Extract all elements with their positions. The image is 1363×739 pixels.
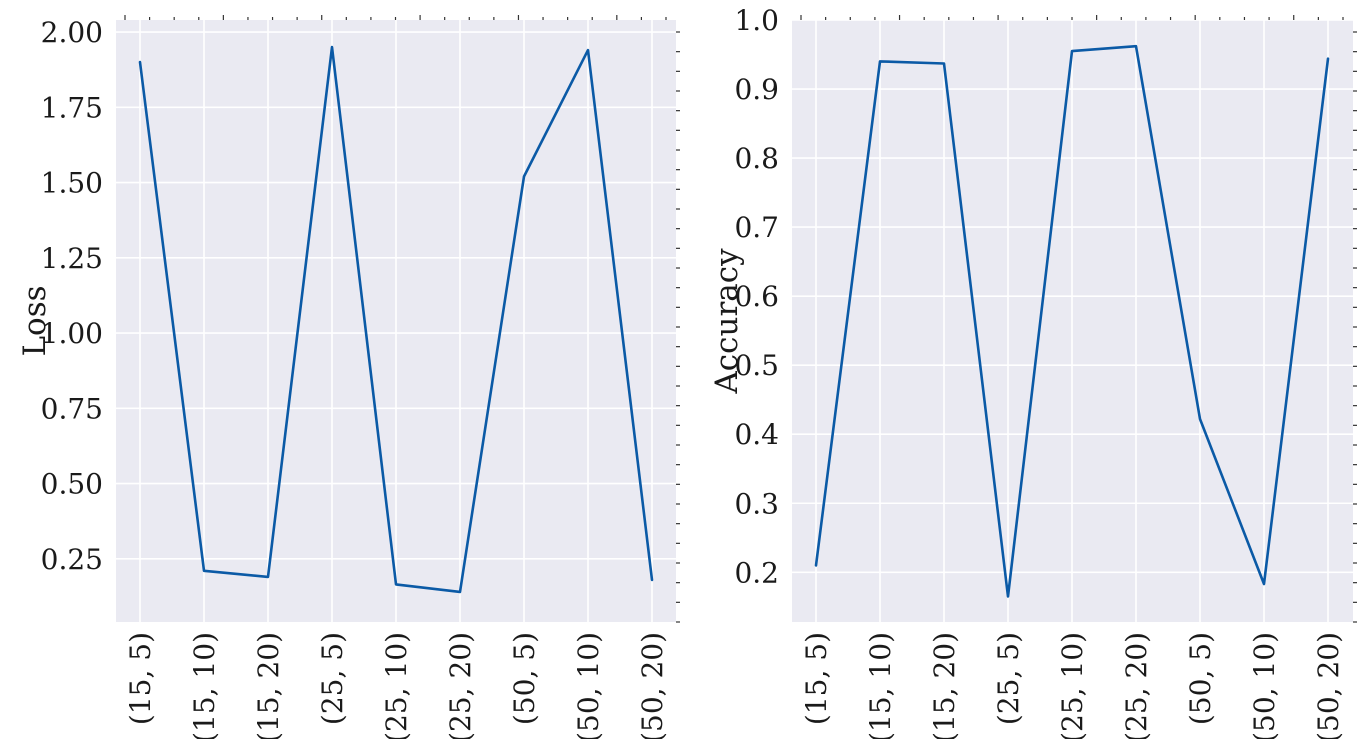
y-tick-label: 0.25 xyxy=(41,543,103,576)
y-axis-label: Loss xyxy=(17,285,53,356)
y-tick-label: 0.5 xyxy=(734,349,779,382)
y-tick-label: 0.6 xyxy=(734,280,779,313)
y-tick-label: 1.25 xyxy=(41,242,103,275)
x-tick-label: (15, 5) xyxy=(124,632,157,725)
x-tick-label: (25, 20) xyxy=(1120,632,1153,739)
y-tick-label: 0.50 xyxy=(41,468,103,501)
x-tick-label: (25, 5) xyxy=(316,632,349,725)
y-axis-label: Accuracy xyxy=(709,248,745,395)
y-tick-label: 2.00 xyxy=(41,16,103,49)
y-tick-label: 0.75 xyxy=(41,392,103,425)
x-tick-label: (15, 20) xyxy=(252,632,285,739)
x-tick-label: (25, 20) xyxy=(444,632,477,739)
chart-panel-2: 0.2 0.3 0.4 0.5 0.6 0.7 0.8 0.9 1.0 (15, 5) (15, 1… xyxy=(709,4,1357,739)
x-tick-label: (25, 10) xyxy=(380,632,413,739)
series-line xyxy=(138,45,654,594)
x-tick-label: (25, 10) xyxy=(1056,632,1089,739)
x-tick-label: (25, 5) xyxy=(992,632,1025,725)
y-tick-label: 1.50 xyxy=(41,167,103,200)
y-tick-label: 1.0 xyxy=(734,4,779,37)
y-tick-label: 1.00 xyxy=(41,317,103,350)
series-line xyxy=(814,44,1330,598)
x-tick-label: (15, 10) xyxy=(188,632,221,739)
x-tick-label: (50, 20) xyxy=(636,632,669,739)
x-tick-label: (50, 5) xyxy=(508,632,541,725)
x-tick-label: (50, 10) xyxy=(572,632,605,739)
y-tick-label: 0.2 xyxy=(734,556,779,589)
y-tick-label: 1.75 xyxy=(41,91,103,124)
chart-panel-1: 0.25 0.50 0.75 1.00 1.25 1.50 1.75 2.00 (15, 5) (… xyxy=(17,15,680,739)
x-tick-label: (50, 5) xyxy=(1184,632,1217,725)
y-tick-label: 0.9 xyxy=(734,73,779,106)
x-tick-label: (15, 5) xyxy=(800,632,833,725)
y-tick-label: 0.7 xyxy=(734,211,779,244)
x-tick-label: (15, 10) xyxy=(864,632,897,739)
y-tick-label: 0.4 xyxy=(734,418,779,451)
x-tick-label: (50, 20) xyxy=(1312,632,1345,739)
x-tick-label: (50, 10) xyxy=(1248,632,1281,739)
y-tick-label: 0.8 xyxy=(734,142,779,175)
x-tick-label: (15, 20) xyxy=(928,632,961,739)
y-tick-label: 0.3 xyxy=(734,487,779,520)
